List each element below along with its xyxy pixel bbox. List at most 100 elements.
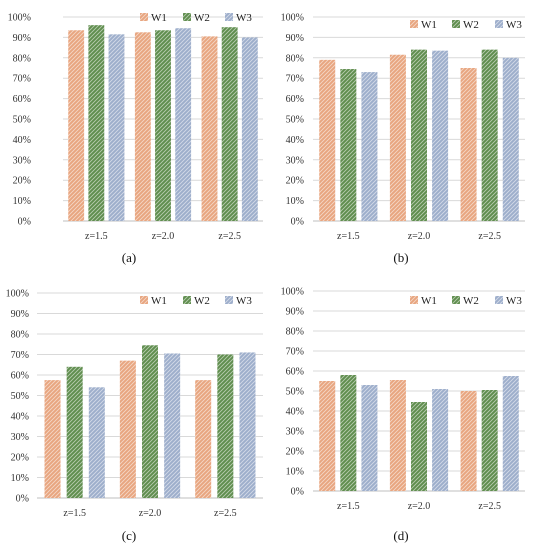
bar-W1-z=2.0 xyxy=(134,32,151,221)
x-tick-label: z=2.5 xyxy=(218,231,241,242)
x-tick-label: z=2.0 xyxy=(408,501,431,512)
panel-label: (a) xyxy=(122,250,136,265)
bar-W3-z=2.5 xyxy=(502,57,519,221)
y-tick-label: 100% xyxy=(6,289,29,300)
y-tick-label: 80% xyxy=(13,53,31,64)
bar-W2-z=2.0 xyxy=(411,402,427,491)
panel-label: (b) xyxy=(393,250,408,265)
panel-label: (c) xyxy=(122,528,136,543)
bar-W2-z=2.0 xyxy=(411,49,427,221)
y-tick-label: 30% xyxy=(11,432,29,443)
x-tick-label: z=2.0 xyxy=(152,231,175,242)
x-tick-label: z=1.5 xyxy=(85,231,108,242)
legend-swatch-W1 xyxy=(410,20,418,28)
y-tick-label: 80% xyxy=(286,327,304,338)
bar-W3-z=2.0 xyxy=(175,28,192,221)
legend-swatch-W2 xyxy=(183,296,191,304)
y-tick-label: 0% xyxy=(16,494,29,505)
x-tick-label: z=1.5 xyxy=(337,501,360,512)
y-tick-label: 20% xyxy=(286,447,304,458)
legend-label-W2: W2 xyxy=(194,295,210,307)
legend-swatch-W3 xyxy=(225,296,233,304)
legend-label-W3: W3 xyxy=(506,19,522,31)
bar-W3-z=2.5 xyxy=(239,352,256,498)
bar-W2-z=1.5 xyxy=(340,69,357,222)
legend-swatch-W2 xyxy=(452,20,460,28)
bar-W2-z=2.5 xyxy=(217,354,234,498)
bar-W3-z=1.5 xyxy=(361,385,378,491)
panel-label: (d) xyxy=(393,528,408,543)
y-tick-label: 90% xyxy=(286,33,304,44)
x-tick-label: z=2.5 xyxy=(214,508,237,519)
legend-label-W1: W1 xyxy=(421,19,437,31)
y-tick-label: 90% xyxy=(11,309,29,320)
legend-label-W1: W1 xyxy=(151,12,167,24)
chart-panel-d: 0% 10% 20% 30% 40% 50% 60% 70% 80% 90% 100% z=1.5 z=… xyxy=(281,287,525,543)
y-tick-label: 60% xyxy=(286,94,304,105)
legend-swatch-W1 xyxy=(140,13,148,21)
bar-W3-z=1.5 xyxy=(108,34,125,222)
legend-label-W1: W1 xyxy=(421,295,437,307)
y-tick-label: 50% xyxy=(286,115,304,126)
legend-swatch-W3 xyxy=(495,296,503,304)
x-tick-label: z=2.5 xyxy=(478,501,501,512)
y-tick-label: 70% xyxy=(11,350,29,361)
y-tick-label: 10% xyxy=(286,467,304,478)
bar-W1-z=1.5 xyxy=(319,59,336,222)
y-tick-label: 50% xyxy=(13,115,31,126)
bar-W2-z=1.5 xyxy=(340,375,357,491)
x-tick-label: z=1.5 xyxy=(63,508,86,519)
bar-W3-z=1.5 xyxy=(361,72,378,221)
legend-swatch-W2 xyxy=(183,13,191,21)
bar-W1-z=2.0 xyxy=(389,54,406,221)
y-tick-label: 40% xyxy=(13,135,31,146)
legend-swatch-W2 xyxy=(452,296,460,304)
legend-swatch-W1 xyxy=(140,296,148,304)
y-tick-label: 90% xyxy=(13,33,31,44)
bar-W1-z=2.5 xyxy=(195,380,212,498)
bar-W2-z=2.5 xyxy=(221,27,238,222)
y-tick-label: 10% xyxy=(11,473,29,484)
y-tick-label: 100% xyxy=(8,13,31,24)
bar-W2-z=1.5 xyxy=(88,25,105,221)
legend-label-W2: W2 xyxy=(463,19,479,31)
y-tick-label: 0% xyxy=(291,487,304,498)
y-tick-label: 50% xyxy=(11,391,29,402)
legend-label-W2: W2 xyxy=(194,12,210,24)
y-tick-label: 10% xyxy=(13,196,31,207)
chart-panel-b: 0% 10% 20% 30% 40% 50% 60% 70% 80% 90% 100% z=1.5 z=… xyxy=(281,13,525,265)
bar-W1-z=2.5 xyxy=(460,391,477,491)
y-tick-label: 40% xyxy=(286,407,304,418)
y-tick-label: 80% xyxy=(11,330,29,341)
y-tick-label: 90% xyxy=(286,307,304,318)
y-tick-label: 20% xyxy=(286,176,304,187)
bar-W3-z=2.5 xyxy=(502,376,519,491)
legend-label-W1: W1 xyxy=(151,295,167,307)
y-tick-label: 70% xyxy=(13,74,31,85)
legend-swatch-W3 xyxy=(225,13,233,21)
bar-W3-z=2.5 xyxy=(241,37,258,222)
y-tick-label: 30% xyxy=(286,427,304,438)
y-tick-label: 30% xyxy=(286,155,304,166)
y-tick-label: 40% xyxy=(286,135,304,146)
legend-label-W3: W3 xyxy=(506,295,522,307)
chart-panel-c: 0% 10% 20% 30% 40% 50% 60% 70% 80% 90% 100% z=1.5 z=… xyxy=(6,289,263,543)
bar-W1-z=2.5 xyxy=(201,36,218,221)
y-tick-label: 70% xyxy=(286,74,304,85)
y-tick-label: 40% xyxy=(11,412,29,423)
bar-W3-z=2.0 xyxy=(432,50,449,221)
bar-W2-z=2.5 xyxy=(481,49,498,221)
y-tick-label: 20% xyxy=(11,453,29,464)
x-tick-label: z=2.0 xyxy=(139,508,162,519)
legend-label-W3: W3 xyxy=(236,12,252,24)
legend-swatch-W3 xyxy=(495,20,503,28)
y-tick-label: 70% xyxy=(286,347,304,358)
bar-W3-z=2.0 xyxy=(432,389,449,491)
x-tick-label: z=2.0 xyxy=(408,231,431,242)
bar-W1-z=2.5 xyxy=(460,68,477,221)
y-tick-label: 60% xyxy=(13,94,31,105)
y-tick-label: 50% xyxy=(286,387,304,398)
bar-W2-z=2.0 xyxy=(155,30,171,222)
y-tick-label: 0% xyxy=(291,217,304,228)
